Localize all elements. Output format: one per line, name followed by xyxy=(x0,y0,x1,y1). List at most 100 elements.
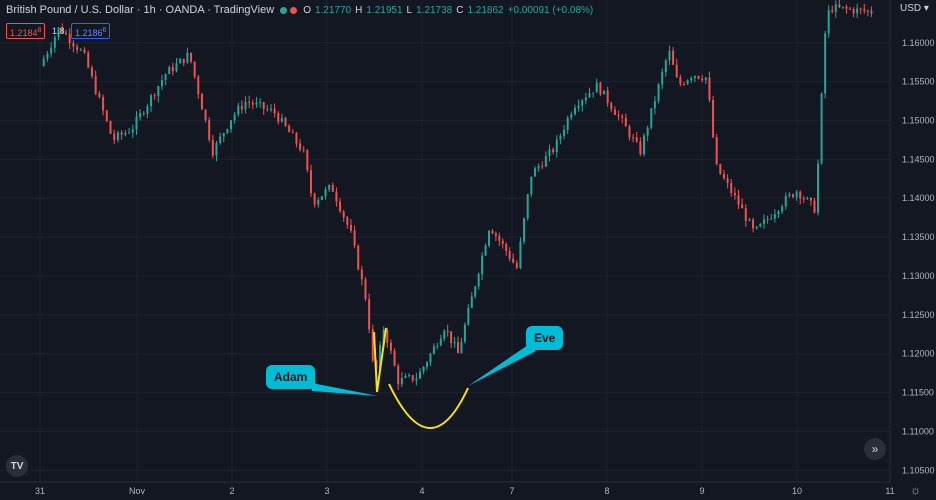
candle-body xyxy=(537,166,540,169)
symbol-title[interactable]: British Pound / U.S. Dollar · 1h · OANDA… xyxy=(6,4,275,16)
candle xyxy=(46,50,49,62)
status-indicators[interactable] xyxy=(280,6,298,14)
candle xyxy=(349,218,352,233)
high-label: H xyxy=(355,4,363,16)
candle-body xyxy=(581,100,584,106)
candle xyxy=(859,7,862,15)
eve-annotation-label[interactable]: Eve xyxy=(526,326,564,350)
scroll-to-realtime-icon[interactable]: » xyxy=(864,438,886,460)
candle xyxy=(266,104,269,112)
candle xyxy=(415,372,418,386)
candle xyxy=(157,85,160,103)
candle-body xyxy=(498,235,501,241)
candle-body xyxy=(324,189,327,197)
candle xyxy=(360,265,363,286)
y-tick-label: 1.12000 xyxy=(902,349,935,359)
candle-body xyxy=(460,341,463,354)
currency-label: USD xyxy=(900,3,922,14)
candle-body xyxy=(222,133,225,137)
candle-body xyxy=(371,329,374,361)
candle-body xyxy=(226,129,229,134)
currency-selector[interactable]: USD ▾ xyxy=(900,3,929,14)
candle-body xyxy=(164,74,167,81)
candle xyxy=(759,222,762,228)
adam-annotation-label[interactable]: Adam xyxy=(266,365,316,389)
candle xyxy=(512,253,515,264)
candle-body xyxy=(470,296,473,308)
candle-body xyxy=(79,49,82,51)
candle xyxy=(128,127,131,134)
candle-body xyxy=(841,6,844,8)
buy-button[interactable]: 1.21866 xyxy=(71,23,111,39)
candle xyxy=(523,217,526,245)
tradingview-logo-icon[interactable]: TV xyxy=(6,455,28,477)
candle xyxy=(487,229,490,248)
candle-body xyxy=(397,365,400,385)
candle-body xyxy=(755,226,758,229)
candle-body xyxy=(389,342,392,351)
candle-body xyxy=(219,136,222,143)
candle xyxy=(408,372,411,378)
candle-body xyxy=(863,8,866,11)
close-label: C xyxy=(456,4,464,16)
candle-body xyxy=(240,105,243,110)
candle-body xyxy=(817,163,820,213)
candle-body xyxy=(109,121,112,134)
candle xyxy=(792,193,795,199)
candle-body xyxy=(701,78,704,81)
candle xyxy=(563,124,566,140)
candle-body xyxy=(799,191,802,199)
candle-body xyxy=(777,211,780,215)
sell-price-pip: 8 xyxy=(37,27,42,34)
candle-body xyxy=(508,251,511,259)
candle xyxy=(712,95,715,139)
candle-body xyxy=(484,245,487,256)
candle-body xyxy=(752,219,755,229)
y-tick-label: 1.10500 xyxy=(902,465,935,475)
candle-body xyxy=(439,338,442,346)
candle-body xyxy=(436,345,439,347)
candle-body xyxy=(306,150,309,171)
candle-body xyxy=(450,331,453,343)
candle xyxy=(470,292,473,308)
candle xyxy=(109,120,112,135)
candle-body xyxy=(120,132,123,135)
candle xyxy=(693,75,696,83)
candle xyxy=(744,204,747,227)
candle xyxy=(124,130,127,137)
candle-body xyxy=(708,77,711,100)
candle xyxy=(240,100,243,114)
candle xyxy=(599,81,602,97)
candle-body xyxy=(422,366,425,372)
y-tick-label: 1.12500 xyxy=(902,310,935,320)
candle-body xyxy=(68,34,71,43)
candle xyxy=(76,43,79,54)
candle-body xyxy=(831,10,834,12)
candle-body xyxy=(559,135,562,140)
candle-body xyxy=(379,344,382,370)
x-tick-label: 4 xyxy=(419,486,424,496)
price-axis-bg xyxy=(890,0,936,500)
candle xyxy=(436,342,439,350)
candle xyxy=(584,92,587,105)
candle-body xyxy=(802,198,805,200)
candle xyxy=(269,103,272,113)
gear-icon[interactable]: ☼ xyxy=(910,483,921,497)
candle-body xyxy=(617,114,620,116)
sell-button[interactable]: 1.21848 xyxy=(6,23,46,39)
candle-body xyxy=(411,375,414,381)
candle-body xyxy=(737,195,740,205)
candle-body xyxy=(870,10,873,14)
candle xyxy=(313,192,316,208)
candle-body xyxy=(46,53,49,59)
change-value: +0.00091 (+0.08%) xyxy=(507,4,594,16)
candle xyxy=(704,76,707,85)
candle-body xyxy=(139,113,142,117)
candle xyxy=(770,213,773,220)
candle xyxy=(748,217,751,222)
candle xyxy=(186,47,189,64)
candle xyxy=(610,101,613,113)
candle xyxy=(331,182,334,192)
candle-body xyxy=(335,191,338,202)
